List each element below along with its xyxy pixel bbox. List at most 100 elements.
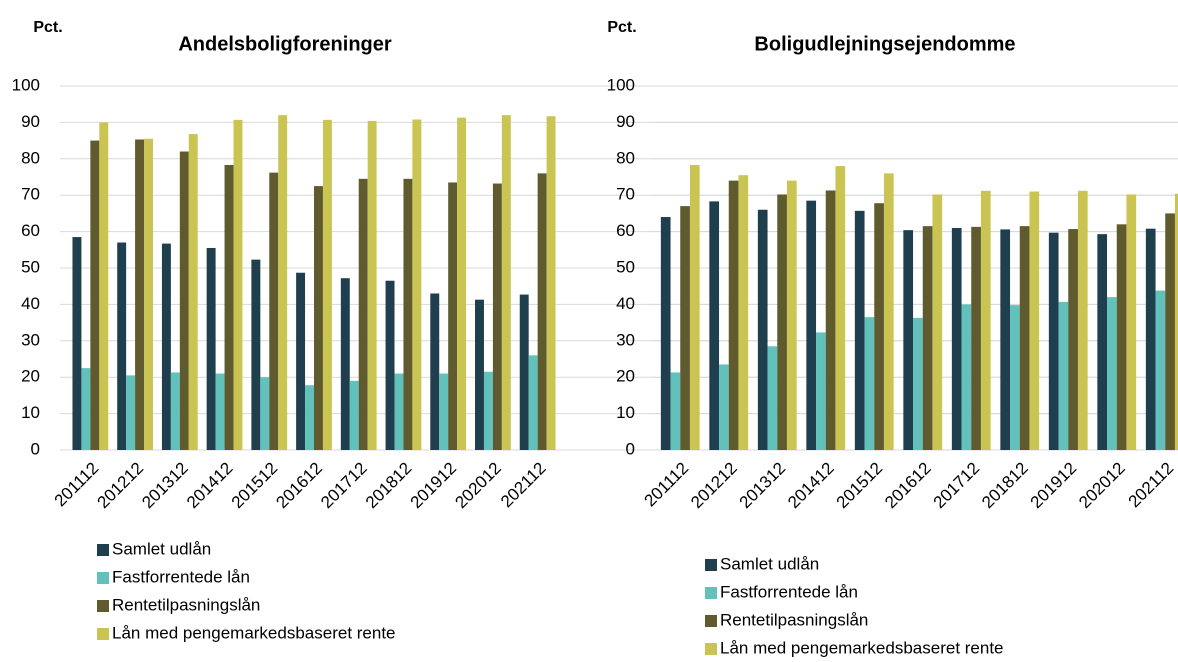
y-tick-label: 60 — [616, 221, 635, 240]
y-tick-label: 40 — [616, 294, 635, 313]
y-tick-label: 10 — [21, 403, 40, 422]
bar — [922, 226, 933, 450]
bar — [660, 217, 671, 450]
bar — [170, 372, 180, 450]
bar — [825, 190, 836, 450]
legend-swatch — [705, 615, 717, 627]
legend-swatch — [97, 628, 109, 640]
x-tick-label: 201212 — [94, 459, 148, 513]
bar — [117, 242, 127, 450]
bar — [854, 210, 865, 450]
bar — [913, 317, 923, 450]
y-axis-label: Pct. — [607, 19, 636, 36]
y-tick-label: 40 — [21, 294, 40, 313]
y-axis-label: Pct. — [33, 19, 62, 36]
bar — [430, 293, 440, 450]
y-tick-label: 50 — [616, 257, 635, 276]
x-tick-label: 201612 — [881, 459, 935, 513]
bar — [340, 278, 350, 450]
bar — [1068, 229, 1078, 450]
bar — [709, 201, 720, 450]
x-tick-label: 202012 — [1075, 459, 1129, 513]
bar — [260, 377, 270, 450]
bar — [358, 178, 368, 450]
bar — [81, 368, 91, 450]
bar — [757, 209, 768, 450]
x-tick-label: 201112 — [51, 459, 103, 511]
y-tick-label: 90 — [616, 112, 635, 131]
y-tick-label: 60 — [21, 221, 40, 240]
bar — [1155, 290, 1166, 450]
bar — [864, 317, 875, 450]
bar — [314, 186, 323, 450]
y-tick-label: 10 — [616, 403, 635, 422]
legend-label: Lån med pengemarkedsbaseret rente — [720, 638, 1004, 657]
bar — [251, 259, 261, 450]
bar — [903, 230, 914, 450]
x-tick-label: 201912 — [407, 459, 461, 513]
bar — [215, 373, 225, 450]
bar — [224, 164, 234, 450]
bar — [1010, 305, 1020, 450]
legend-label: Fastforrentede lån — [112, 567, 250, 586]
y-tick-label: 80 — [616, 148, 635, 167]
bar — [932, 194, 943, 450]
bar — [188, 134, 198, 450]
x-tick-label: 201912 — [1027, 459, 1081, 513]
y-tick-label: 80 — [21, 148, 40, 167]
bar — [349, 380, 359, 450]
x-tick-label: 201412 — [183, 459, 237, 513]
bar — [144, 138, 153, 450]
x-tick-label: 201312 — [138, 459, 192, 513]
bar — [448, 182, 458, 450]
x-tick-label: 201212 — [687, 459, 741, 513]
legend-swatch — [705, 559, 717, 571]
legend-label: Samlet udlån — [112, 539, 211, 558]
bar — [874, 203, 884, 450]
bar — [1077, 190, 1088, 450]
legend-swatch — [97, 572, 109, 584]
bar — [835, 166, 846, 450]
bar — [1145, 228, 1156, 450]
bar — [786, 180, 797, 450]
bar — [269, 172, 279, 450]
bar — [99, 122, 109, 451]
y-tick-label: 20 — [21, 367, 40, 386]
bar — [367, 120, 377, 450]
bar — [1126, 194, 1137, 450]
bar — [528, 355, 538, 450]
bar — [816, 332, 826, 450]
bar — [72, 237, 82, 450]
bar — [1000, 229, 1011, 450]
y-tick-label: 70 — [616, 185, 635, 204]
bar — [951, 227, 962, 450]
y-tick-label: 30 — [616, 330, 635, 349]
bar — [971, 226, 981, 450]
bar — [322, 119, 332, 451]
y-tick-label: 100 — [607, 75, 635, 94]
bar — [501, 115, 511, 451]
y-tick-label: 90 — [21, 112, 40, 131]
bar — [161, 243, 171, 450]
bar — [738, 175, 749, 450]
bar — [546, 116, 556, 450]
x-tick-label: 201512 — [228, 459, 282, 513]
bar — [412, 119, 422, 450]
legend-swatch — [97, 544, 109, 556]
legend-label: Rentetilpasningslån — [112, 595, 260, 614]
x-tick-label: 201512 — [833, 459, 887, 513]
legend-swatch — [705, 587, 717, 599]
x-tick-label: 201612 — [272, 459, 326, 513]
bar — [206, 247, 216, 450]
legend-label: Rentetilpasningslån — [720, 610, 868, 629]
bar — [1097, 234, 1108, 450]
x-tick-label: 201812 — [362, 459, 416, 513]
bar — [403, 178, 413, 450]
y-tick-label: 0 — [31, 439, 40, 458]
chart-title: Boligudlejningsejendomme — [754, 33, 1015, 55]
bar — [680, 206, 690, 450]
legend-swatch — [705, 643, 717, 655]
bar — [806, 200, 817, 450]
x-tick-label: 202112 — [1125, 459, 1178, 512]
bar — [1165, 213, 1175, 450]
